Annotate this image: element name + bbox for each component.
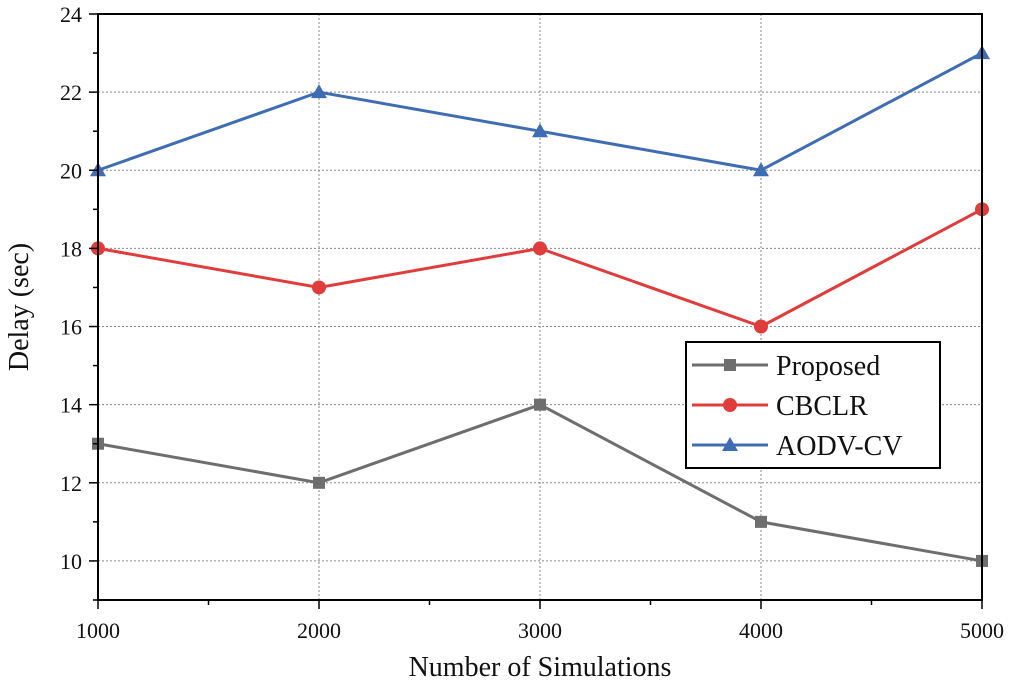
y-axis-title: Delay (sec): [4, 243, 35, 371]
legend-marker-aodv-cv: [722, 437, 738, 451]
legend-label-cbclr: CBCLR: [776, 391, 868, 422]
y-tick-label: 10: [60, 549, 82, 574]
data-point-cbclr: [754, 319, 768, 334]
y-tick-label: 22: [60, 80, 82, 105]
x-tick-label: 2000: [297, 618, 341, 643]
legend-label-aodv-cv: AODV-CV: [776, 431, 903, 462]
series-aodv-cv: [90, 45, 990, 177]
axis-ticks: [89, 13, 983, 609]
y-tick-label: 24: [60, 2, 82, 27]
data-point-aodv-cv: [532, 123, 548, 138]
legend-marker-proposed: [724, 359, 736, 371]
data-point-cbclr: [312, 280, 326, 295]
x-axis-title: Number of Simulations: [409, 652, 672, 683]
data-point-cbclr: [533, 241, 547, 256]
grid-lines: [98, 14, 982, 600]
data-point-aodv-cv: [311, 84, 327, 99]
y-tick-label: 20: [60, 158, 82, 183]
y-tick-label: 12: [60, 471, 82, 496]
x-tick-label: 5000: [960, 618, 1004, 643]
y-tick-label: 14: [60, 393, 82, 418]
data-point-proposed: [755, 515, 767, 528]
legend-label-proposed: Proposed: [776, 351, 880, 382]
data-point-aodv-cv: [753, 162, 769, 177]
data-point-proposed: [313, 476, 325, 489]
axis-tick-labels: 1000 2000 3000 4000 5000 10 12 14 16 18 20 22 24: [60, 2, 1004, 643]
x-tick-label: 3000: [518, 618, 562, 643]
legend: Proposed CBCLR AODV-CV: [685, 341, 941, 469]
y-tick-label: 16: [60, 315, 82, 340]
y-tick-label: 18: [60, 236, 82, 261]
legend-marker-cbclr: [723, 398, 737, 412]
series-proposed: [92, 398, 988, 567]
data-point-proposed: [534, 398, 546, 411]
x-tick-label: 4000: [739, 618, 783, 643]
x-tick-label: 1000: [76, 618, 120, 643]
series-layer: [90, 45, 990, 567]
